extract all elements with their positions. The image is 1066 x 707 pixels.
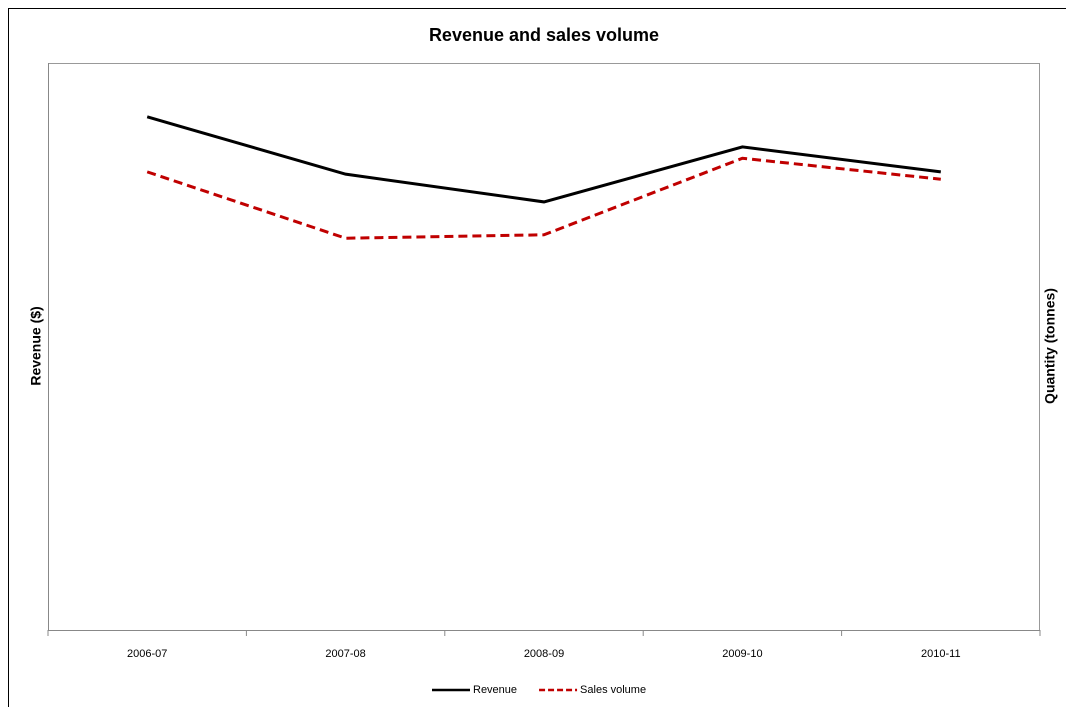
x-tick-label: 2006-07 [127,648,167,660]
series-line [146,156,941,240]
series-line [146,115,941,204]
x-tick-label: 2010-11 [921,648,961,660]
legend-label: Revenue [473,684,517,696]
x-tick-label: 2007-08 [325,648,365,660]
x-tick-label: 2009-10 [722,648,762,660]
x-tick-label: 2008-09 [524,648,564,660]
y2-axis-label: Quantity (tonnes) [1042,288,1058,404]
chart-frame [8,8,1066,707]
chart-title: Revenue and sales volume [429,25,659,45]
y-axis-label: Revenue ($) [28,306,44,385]
legend-label: Sales volume [580,684,646,696]
